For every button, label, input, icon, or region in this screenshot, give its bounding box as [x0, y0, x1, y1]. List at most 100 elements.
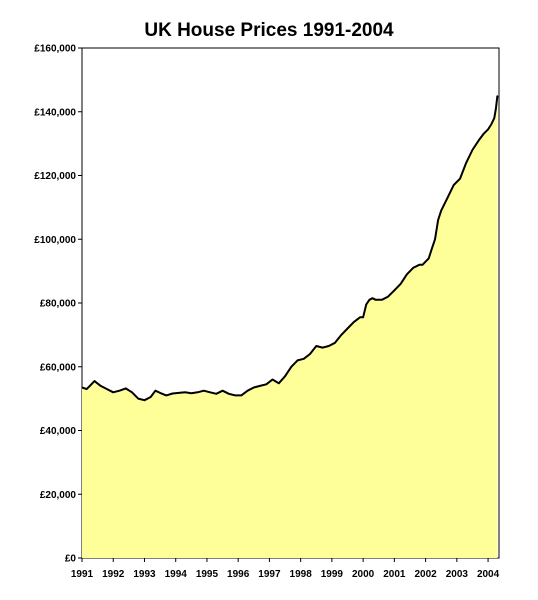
data-point — [459, 178, 461, 180]
y-tick-label: £80,000 — [40, 299, 77, 310]
data-point — [222, 390, 224, 392]
data-point — [453, 184, 455, 186]
data-point — [496, 95, 498, 97]
data-point — [178, 392, 180, 394]
data-point — [493, 117, 495, 119]
data-point — [346, 327, 349, 330]
x-tick-label: 1997 — [258, 569, 281, 580]
data-point — [359, 316, 361, 318]
x-tick-label: 1991 — [71, 569, 94, 580]
data-point — [393, 289, 395, 291]
data-point — [495, 108, 497, 110]
x-tick-label: 2000 — [352, 569, 375, 580]
data-point — [437, 219, 439, 221]
y-tick-label: £20,000 — [40, 490, 77, 501]
x-tick-label: 1993 — [133, 569, 156, 580]
data-point — [425, 261, 427, 263]
data-point — [197, 391, 199, 393]
data-point — [371, 297, 374, 299]
data-point — [190, 392, 192, 394]
data-point — [165, 394, 167, 396]
data-point — [428, 257, 430, 259]
data-point — [471, 149, 473, 151]
data-point — [465, 162, 467, 164]
data-point — [81, 386, 83, 389]
data-point — [387, 296, 389, 298]
y-tick-label: £100,000 — [34, 235, 76, 246]
data-point — [490, 123, 492, 126]
y-tick-label: £0 — [65, 554, 77, 565]
data-point — [421, 264, 424, 266]
data-point — [215, 393, 217, 395]
data-point — [368, 299, 370, 301]
data-point — [159, 392, 161, 394]
data-point — [434, 238, 436, 240]
data-point — [89, 385, 91, 387]
data-point — [265, 383, 267, 385]
data-point — [86, 388, 88, 390]
data-point — [418, 264, 420, 266]
data-point — [203, 390, 205, 392]
data-point — [303, 358, 305, 360]
data-point — [172, 392, 174, 395]
data-point — [296, 359, 299, 361]
data-point — [112, 391, 114, 393]
data-point — [482, 133, 484, 135]
data-point — [271, 378, 274, 381]
data-point — [340, 334, 342, 336]
data-point — [240, 394, 242, 396]
price-line — [81, 95, 499, 402]
y-tick-label: £60,000 — [40, 362, 77, 373]
x-tick-label: 1998 — [290, 569, 313, 580]
data-point — [131, 391, 133, 393]
data-point — [334, 342, 336, 344]
y-tick-label: £120,000 — [34, 171, 76, 182]
x-tick-label: 1999 — [321, 569, 344, 580]
data-point — [150, 396, 152, 398]
data-point — [247, 390, 249, 392]
data-point — [137, 398, 139, 400]
data-point — [328, 345, 330, 347]
data-point — [400, 283, 402, 285]
data-point — [125, 387, 127, 389]
x-tick-label: 2003 — [446, 569, 469, 580]
data-point — [100, 385, 102, 387]
data-point — [259, 385, 261, 387]
y-tick-label: £140,000 — [34, 107, 76, 118]
x-tick-label: 2002 — [414, 569, 437, 580]
y-tick-label: £160,000 — [34, 44, 76, 55]
data-point — [412, 267, 414, 269]
x-tick-label: 1995 — [196, 569, 219, 580]
data-point — [381, 299, 383, 301]
data-point — [321, 347, 324, 349]
chart-title: UK House Prices 1991-2004 — [144, 20, 394, 41]
price-area — [82, 95, 498, 559]
data-point — [353, 321, 355, 323]
data-point — [406, 273, 408, 275]
x-tick-label: 1994 — [165, 569, 188, 580]
data-point — [143, 399, 146, 401]
y-tick-label: £40,000 — [40, 426, 77, 437]
data-point — [278, 382, 280, 384]
data-point — [209, 391, 211, 393]
data-point — [234, 394, 236, 396]
data-point — [365, 304, 367, 306]
data-point — [154, 390, 156, 392]
data-point — [253, 386, 255, 389]
data-point — [184, 391, 186, 393]
data-point — [478, 139, 480, 141]
data-point — [315, 345, 317, 347]
x-tick-label: 1992 — [102, 569, 125, 580]
data-point — [375, 299, 377, 301]
data-point — [118, 390, 121, 392]
data-point — [362, 316, 364, 318]
x-tick-label: 2004 — [477, 569, 500, 580]
x-tick-label: 2001 — [383, 569, 406, 580]
data-point — [228, 393, 230, 395]
data-point — [93, 380, 96, 382]
data-point — [290, 366, 292, 368]
x-tick-label: 1996 — [227, 569, 250, 580]
data-point — [431, 248, 433, 250]
data-point — [309, 353, 311, 355]
